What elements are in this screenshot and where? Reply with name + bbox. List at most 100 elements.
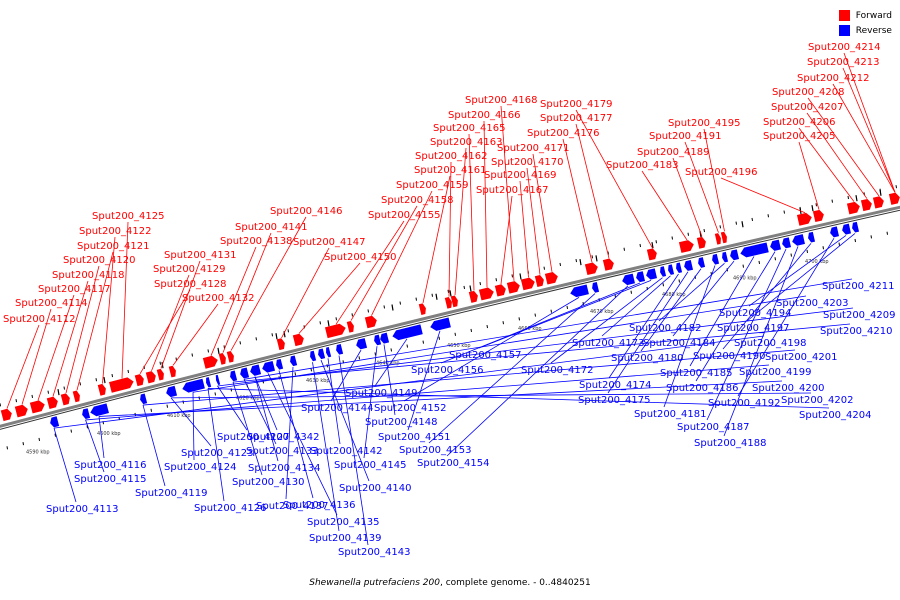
gene-label: Sput200_4157 <box>449 350 522 361</box>
reverse-gene-arrow <box>792 234 805 246</box>
gene-label: Sput200_4141 <box>235 222 308 233</box>
forward-gene-arrow <box>60 393 70 406</box>
gene-label: Sput200_4163 <box>430 137 503 148</box>
label-leader-line <box>37 294 75 401</box>
forward-gene-arrow <box>888 192 900 205</box>
gene-label: Sput200_4204 <box>799 410 872 421</box>
feature-marker <box>103 377 106 384</box>
gene-label: Sput200_4153 <box>399 445 472 456</box>
gene-label: Sput200_4150 <box>324 252 397 263</box>
label-leader-line <box>102 236 116 384</box>
scale-dot <box>287 329 289 333</box>
scale-dot <box>662 283 664 287</box>
forward-gene-arrow <box>796 212 812 226</box>
scale-dot <box>111 373 113 378</box>
gene-label: Sput200_4167 <box>476 185 549 196</box>
reverse-gene-arrow <box>676 262 683 274</box>
reverse-gene-arrow <box>636 271 646 283</box>
scale-dot <box>502 321 504 325</box>
legend-reverse-label: Reverse <box>855 25 892 36</box>
forward-gene-arrow <box>418 303 426 315</box>
gene-label: Sput200_4180 <box>611 353 684 364</box>
scale-tick-label: 4660 kbp <box>518 326 542 332</box>
gene-label: Sput200_4116 <box>74 460 147 471</box>
label-leader-line <box>695 251 776 382</box>
gene-label: Sput200_4199 <box>739 367 812 378</box>
feature-marker <box>327 320 330 327</box>
gene-label: Sput200_4158 <box>381 195 454 206</box>
label-leader-line <box>663 265 716 408</box>
scale-dot <box>470 328 472 333</box>
scale-dot <box>63 386 65 390</box>
reverse-gene-arrow <box>808 231 816 243</box>
forward-gene-arrow <box>534 275 544 287</box>
gene-label: Sput200_4209 <box>823 310 896 321</box>
forward-gene-arrow <box>364 315 377 329</box>
label-leader-line <box>281 247 330 339</box>
gene-label: Sput200_4132 <box>182 293 255 304</box>
scale-dot <box>534 313 536 317</box>
reverse-gene-arrow <box>310 350 317 362</box>
label-leader-line <box>608 273 679 379</box>
label-leader-line <box>722 243 812 350</box>
label-leader-line <box>142 404 166 487</box>
reverse-gene-arrow <box>262 360 276 373</box>
gene-label: Sput200_4175 <box>578 395 651 406</box>
label-leader-line <box>446 285 629 457</box>
label-leader-line <box>170 392 812 399</box>
scale-dot <box>54 433 56 437</box>
feature-marker <box>741 221 744 228</box>
reverse-gene-arrow <box>770 239 781 251</box>
gene-label: Sput200_4179 <box>540 99 613 110</box>
reverse-gene-arrow <box>290 355 298 367</box>
feature-marker <box>855 195 858 202</box>
scale-dot <box>255 337 257 341</box>
gene-label: Sput200_4114 <box>15 298 88 309</box>
scale-tick-label: 4670 kbp <box>590 309 614 315</box>
gene-label: Sput200_4214 <box>808 42 881 53</box>
scale-dot <box>214 392 216 396</box>
reverse-gene-arrow <box>740 242 769 258</box>
forward-gene-arrow <box>72 390 80 403</box>
gene-label: Sput200_4161 <box>414 165 487 176</box>
gene-label: Sput200_4186 <box>666 383 739 394</box>
strand-legend: Forward Reverse <box>838 8 892 38</box>
label-leader-line <box>746 233 856 322</box>
gene-label: Sput200_4202 <box>781 395 854 406</box>
label-leader-line <box>285 367 294 500</box>
gene-label: Sput200_4127 <box>217 432 290 443</box>
label-leader-line <box>172 303 219 366</box>
forward-gene-arrow <box>46 396 58 409</box>
label-leader-line <box>519 180 529 278</box>
scale-dot <box>591 255 593 259</box>
scale-dot <box>838 242 840 246</box>
forward-gene-arrow <box>97 383 106 396</box>
forward-gene-arrow <box>846 201 860 215</box>
label-leader-line <box>76 251 114 391</box>
scale-dot <box>559 262 561 266</box>
label-leader-line <box>468 133 475 291</box>
forward-gene-arrow <box>602 258 614 271</box>
gene-label: Sput200_4140 <box>339 483 412 494</box>
scale-dot <box>383 305 385 309</box>
scale-dot <box>47 390 49 394</box>
feature-marker <box>391 304 394 311</box>
gene-label: Sput200_4184 <box>643 338 716 349</box>
gene-label: Sput200_4213 <box>807 57 880 68</box>
forward-gene-arrow <box>324 323 346 339</box>
scale-dot <box>150 408 152 412</box>
label-leader-line <box>575 109 653 249</box>
forward-gene-arrow <box>14 404 28 418</box>
scale-dot <box>543 266 545 270</box>
scale-dot <box>703 228 705 233</box>
scale-dot <box>806 249 808 253</box>
reverse-gene-arrow <box>206 377 212 388</box>
gene-label: Sput200_4166 <box>448 110 521 121</box>
scale-tick-label: 4700 kbp <box>805 259 829 265</box>
label-leader-line <box>843 52 896 193</box>
scale-dot <box>6 446 8 450</box>
gene-label: Sput200_4188 <box>694 438 767 449</box>
scale-dot <box>774 257 776 261</box>
gene-label: Sput200_4136 <box>283 500 356 511</box>
